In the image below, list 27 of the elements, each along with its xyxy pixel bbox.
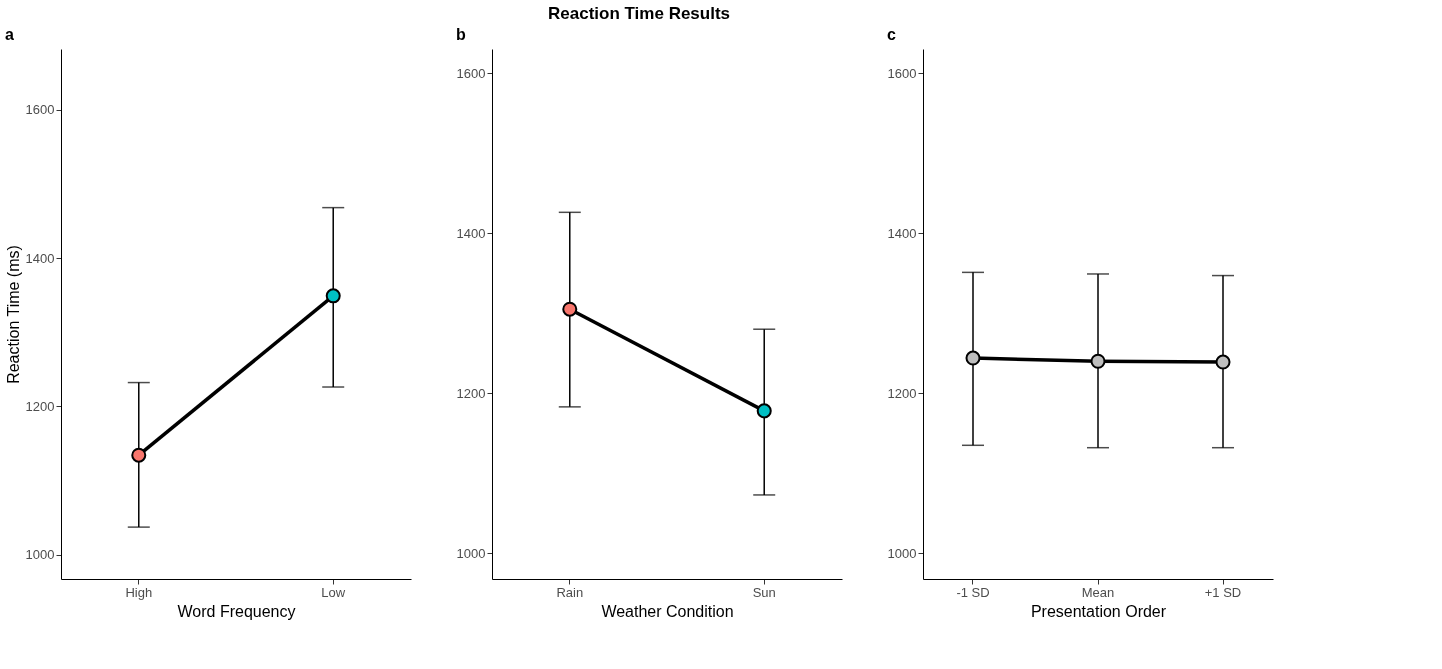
x-tick-label: Sun	[752, 584, 776, 600]
x-tick-label: Mean	[1081, 584, 1115, 600]
y-tick-label: 1000	[25, 547, 55, 563]
x-tick-label: +1 SD	[1204, 584, 1242, 600]
x-tick-label: -1 SD	[956, 584, 990, 600]
y-tick-label: 1200	[456, 385, 486, 401]
chart-title: a	[5, 26, 15, 43]
y-tick-label: 1400	[25, 250, 55, 266]
chart-title: c	[887, 26, 897, 43]
y-tick-label: 1600	[887, 65, 917, 81]
chart-title: b	[456, 26, 467, 43]
y-tick-label: 1200	[25, 398, 55, 414]
x-axis-title: Weather Condition	[601, 602, 734, 620]
x-axis-title: Word Frequency	[177, 602, 296, 620]
y-tick-label: 1400	[887, 225, 917, 241]
text: Reaction Time Results	[548, 4, 731, 23]
x-tick-label: Rain	[556, 584, 584, 600]
y-tick-label: 1000	[456, 545, 486, 561]
y-tick-label: 1600	[456, 65, 486, 81]
x-tick-label: Low	[321, 584, 346, 600]
x-tick-label: High	[125, 584, 153, 600]
y-tick-label: 1600	[25, 102, 55, 118]
y-tick-label: 1000	[887, 545, 917, 561]
y-axis-title: Reaction Time (ms)	[4, 245, 22, 384]
x-axis-title: Presentation Order	[1030, 602, 1167, 620]
y-tick-label: 1200	[887, 385, 917, 401]
y-tick-label: 1400	[456, 225, 486, 241]
